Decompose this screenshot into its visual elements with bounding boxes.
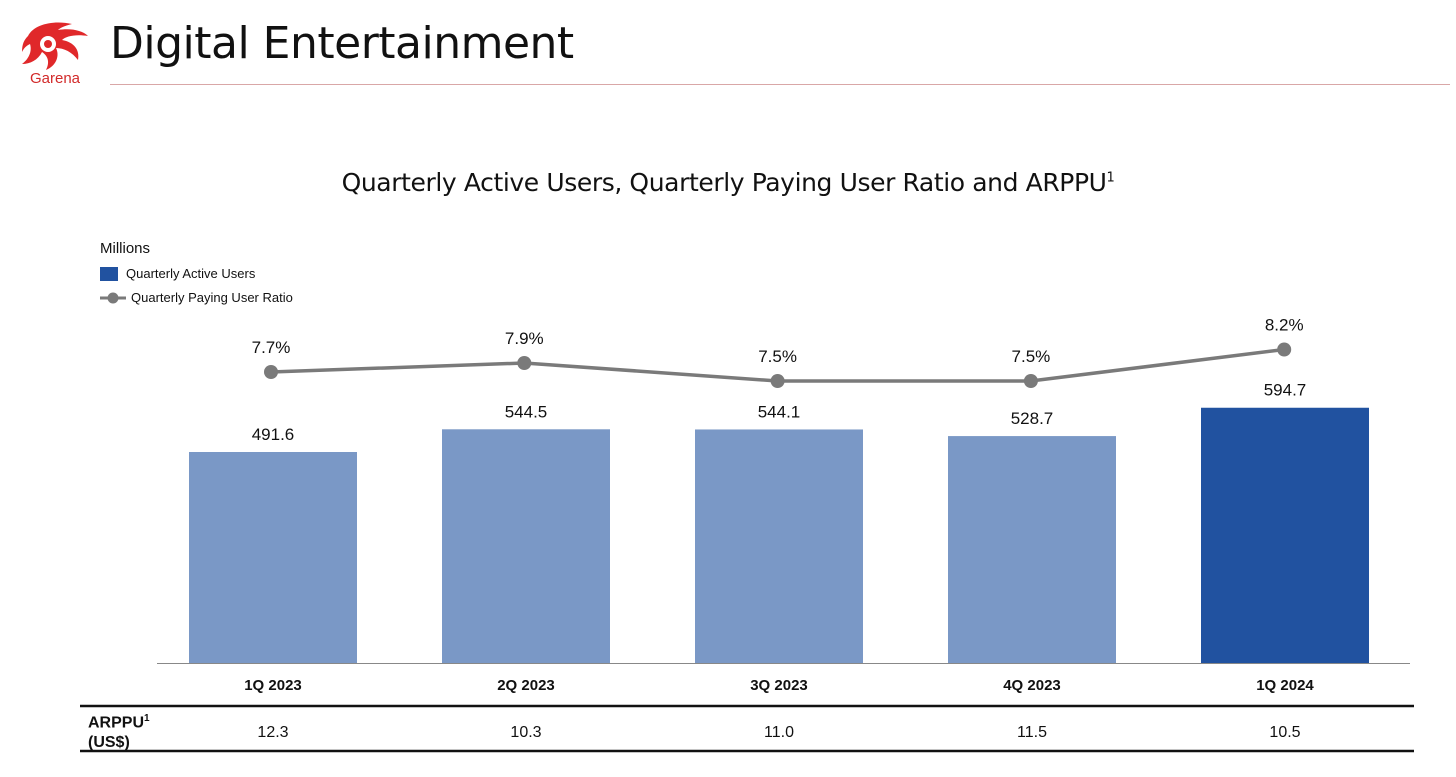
bar-2 [695, 429, 863, 663]
logo-text: Garena [29, 70, 81, 87]
arppu-label-footnote: 1 [144, 713, 150, 724]
chart-title-footnote: 1 [1106, 170, 1115, 186]
paying-ratio-point-1 [517, 356, 532, 370]
units-label: Millions [100, 240, 151, 257]
paying-ratio-point-4 [1277, 342, 1292, 357]
arppu-label-text: ARPPU [88, 714, 145, 732]
bar-value-label-4: 594.7 [1264, 381, 1307, 400]
bar-value-label-0: 491.6 [252, 425, 295, 444]
paying-ratio-label-1: 7.9% [505, 329, 544, 348]
paying-ratio-label-4: 8.2% [1265, 316, 1304, 335]
chart-title: Quarterly Active Users, Quarterly Paying… [0, 168, 1456, 197]
x-tick-label-1: 2Q 2023 [497, 677, 555, 694]
arppu-row-label: ARPPU1 (US$) [88, 709, 150, 753]
page-title: Digital Entertainment [110, 18, 574, 69]
paying-ratio-point-0 [264, 365, 278, 379]
garena-logo: Garena [18, 18, 92, 88]
arppu-value-2: 11.0 [764, 724, 794, 741]
header-divider [110, 84, 1450, 85]
x-tick-label-0: 1Q 2023 [244, 677, 302, 694]
arppu-value-3: 11.5 [1017, 724, 1047, 741]
garena-dragon-icon [22, 22, 88, 70]
legend-swatch-line [100, 292, 126, 303]
bar-value-label-3: 528.7 [1011, 409, 1054, 428]
chart-title-text: Quarterly Active Users, Quarterly Paying… [341, 168, 1107, 197]
paying-ratio-point-2 [770, 374, 785, 388]
bar-value-label-1: 544.5 [505, 402, 548, 421]
legend-swatch-bar [100, 266, 118, 281]
x-tick-label-3: 4Q 2023 [1003, 677, 1061, 694]
arppu-value-4: 10.5 [1269, 724, 1300, 741]
bar-3 [948, 436, 1116, 663]
legend-label-paying-ratio: Quarterly Paying User Ratio [131, 290, 293, 305]
bar-value-label-2: 544.1 [758, 402, 801, 421]
bar-1 [442, 429, 610, 663]
legend-label-active-users: Quarterly Active Users [126, 266, 256, 281]
arppu-value-0: 12.3 [257, 724, 288, 741]
legend-item-paying-ratio: Quarterly Paying User Ratio [100, 290, 293, 305]
paying-ratio-label-0: 7.7% [252, 338, 291, 357]
bar-4 [1201, 407, 1369, 663]
bar-0 [189, 452, 357, 663]
paying-ratio-point-3 [1023, 374, 1038, 388]
arppu-value-1: 10.3 [510, 724, 541, 741]
x-tick-label-4: 1Q 2024 [1256, 677, 1314, 694]
legend-item-active-users: Quarterly Active Users [100, 266, 255, 281]
paying-ratio-label-2: 7.5% [758, 347, 797, 366]
x-tick-label-2: 3Q 2023 [750, 677, 808, 694]
paying-ratio-label-3: 7.5% [1012, 347, 1051, 366]
arppu-unit: (US$) [88, 734, 130, 752]
